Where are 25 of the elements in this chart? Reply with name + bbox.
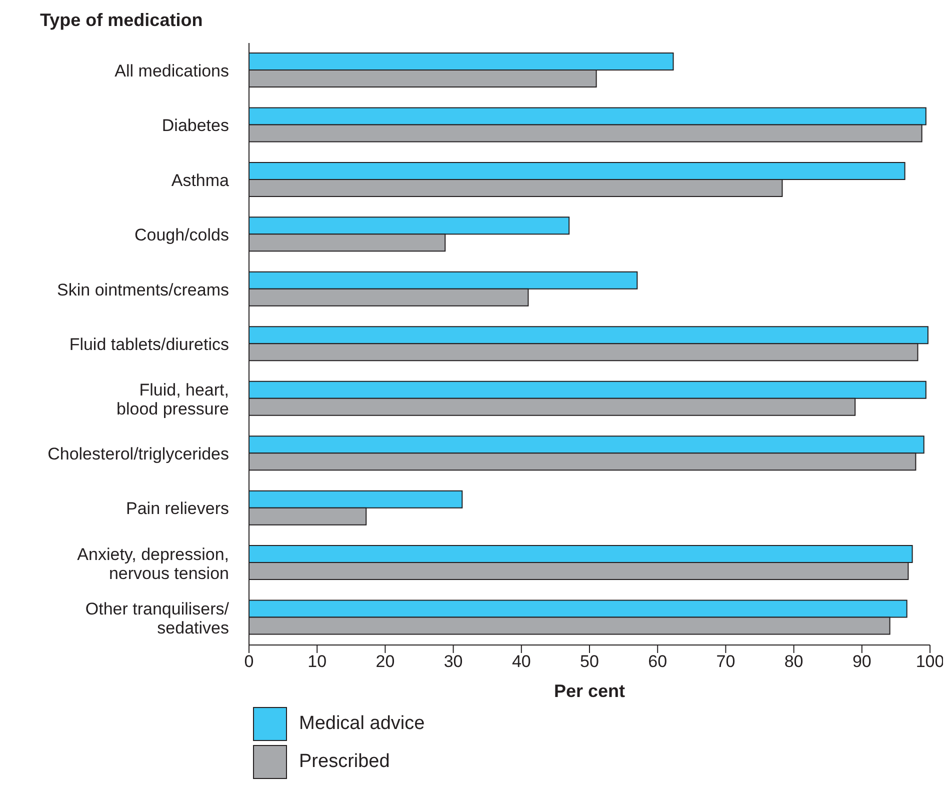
y-tick-label: Fluid, heart, blood pressure xyxy=(116,380,229,418)
x-tick-label: 30 xyxy=(444,652,463,672)
x-tick-label: 80 xyxy=(784,652,804,672)
x-tick-label: 60 xyxy=(648,652,668,672)
x-tick-label: 40 xyxy=(512,652,531,672)
y-tick-label: Diabetes xyxy=(162,116,229,135)
x-tick-label: 20 xyxy=(376,652,395,672)
y-tick-label: Other tranquilisers/ sedatives xyxy=(85,599,230,638)
x-axis-title: Per cent xyxy=(554,681,626,701)
x-tick-label: 70 xyxy=(716,652,736,672)
y-axis-title: Type of medication xyxy=(40,10,203,31)
y-tick-label: Asthma xyxy=(171,170,230,190)
legend-label: Medical advice xyxy=(299,713,425,735)
y-tick-label: Cholesterol/triglycerides xyxy=(48,444,229,463)
y-tick-label: Anxiety, depression, nervous tension xyxy=(77,544,229,582)
x-tick-label: 50 xyxy=(580,652,599,672)
legend-label: Prescribed xyxy=(299,751,390,773)
x-tick-label: 90 xyxy=(852,652,872,672)
x-tick-label: 10 xyxy=(308,652,327,672)
y-tick-label: Cough/colds xyxy=(134,225,229,244)
x-tick-label: 0 xyxy=(244,652,254,672)
y-tick-label: Skin ointments/creams xyxy=(57,280,229,299)
y-tick-label: All medications xyxy=(114,60,229,80)
y-tick-label: Fluid tablets/diuretics xyxy=(69,334,229,354)
y-tick-label: Pain relievers xyxy=(126,498,229,518)
